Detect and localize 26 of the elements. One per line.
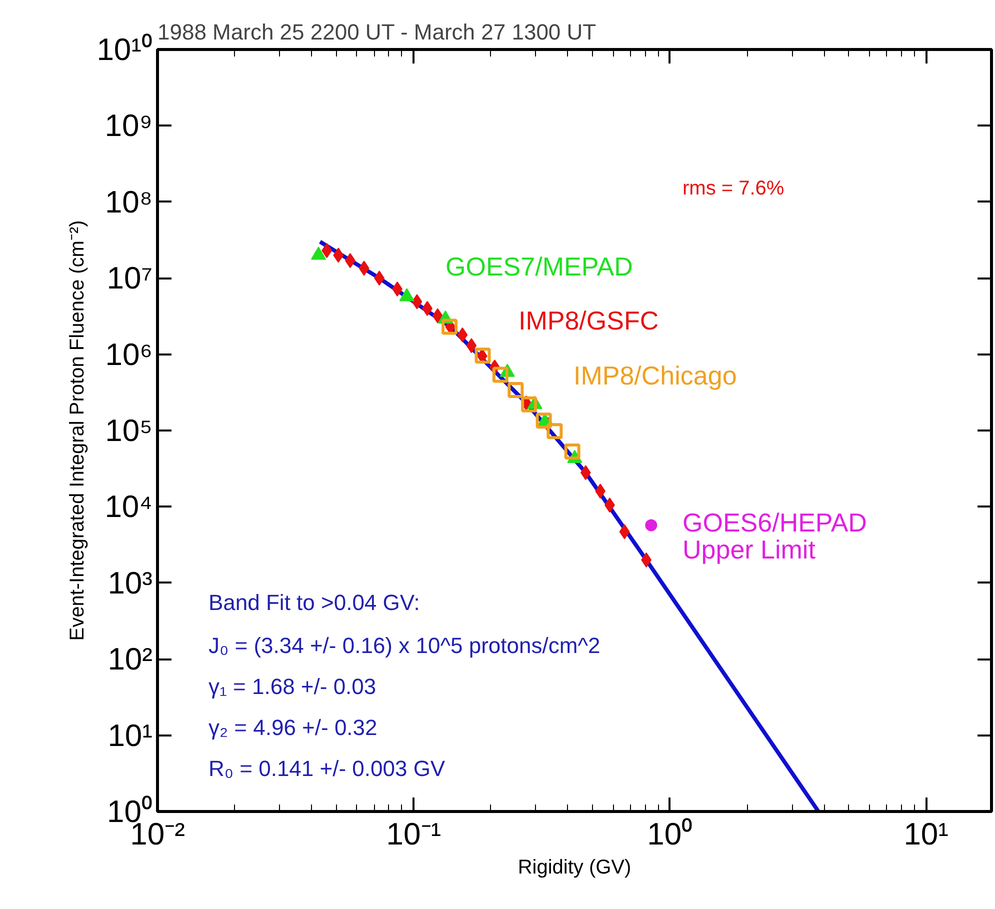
chart-title: 1988 March 25 2200 UT - March 27 1300 UT bbox=[158, 20, 596, 44]
series-label: IMP8/Chicago bbox=[574, 360, 737, 390]
series-label: GOES7/MEPAD bbox=[446, 252, 633, 282]
y-tick-label: 10¹⁰ bbox=[96, 32, 153, 67]
x-axis-title: Rigidity (GV) bbox=[518, 856, 632, 878]
annotation: R₀ = 0.141 +/- 0.003 GV bbox=[208, 756, 446, 781]
y-tick-label: 10¹ bbox=[108, 718, 153, 753]
y-tick-label: 10³ bbox=[108, 565, 153, 600]
y-tick-label: 10⁸ bbox=[104, 184, 153, 220]
x-tick-label: 10⁻¹ bbox=[386, 816, 442, 852]
y-tick-label: 10⁵ bbox=[105, 413, 153, 448]
annotation: γ₂ = 4.96 +/- 0.32 bbox=[208, 715, 378, 740]
y-tick-label: 10⁴ bbox=[104, 489, 153, 524]
y-tick-label: 10⁹ bbox=[104, 108, 153, 144]
y-tick-label: 10⁶ bbox=[105, 336, 153, 372]
series-label: GOES6/HEPAD Upper Limit bbox=[682, 508, 867, 564]
annotation: γ₁ = 1.68 +/- 0.03 bbox=[208, 674, 376, 699]
annotation: Band Fit to >0.04 GV: bbox=[208, 590, 420, 615]
y-tick-label: 10⁷ bbox=[106, 260, 153, 296]
series-label: IMP8/GSFC bbox=[518, 306, 659, 336]
annotation: rms = 7.6% bbox=[682, 178, 784, 200]
x-tick-label: 10⁰ bbox=[647, 816, 693, 852]
x-tick-label: 10¹ bbox=[904, 816, 949, 852]
y-axis-title: Event-Integrated Integral Proton Fluence (cm⁻²) bbox=[66, 220, 89, 641]
annotation: J₀ = (3.34 +/- 0.16) x 10^5 protons/cm^2 bbox=[208, 633, 600, 658]
y-tick-label: 10² bbox=[108, 642, 153, 677]
